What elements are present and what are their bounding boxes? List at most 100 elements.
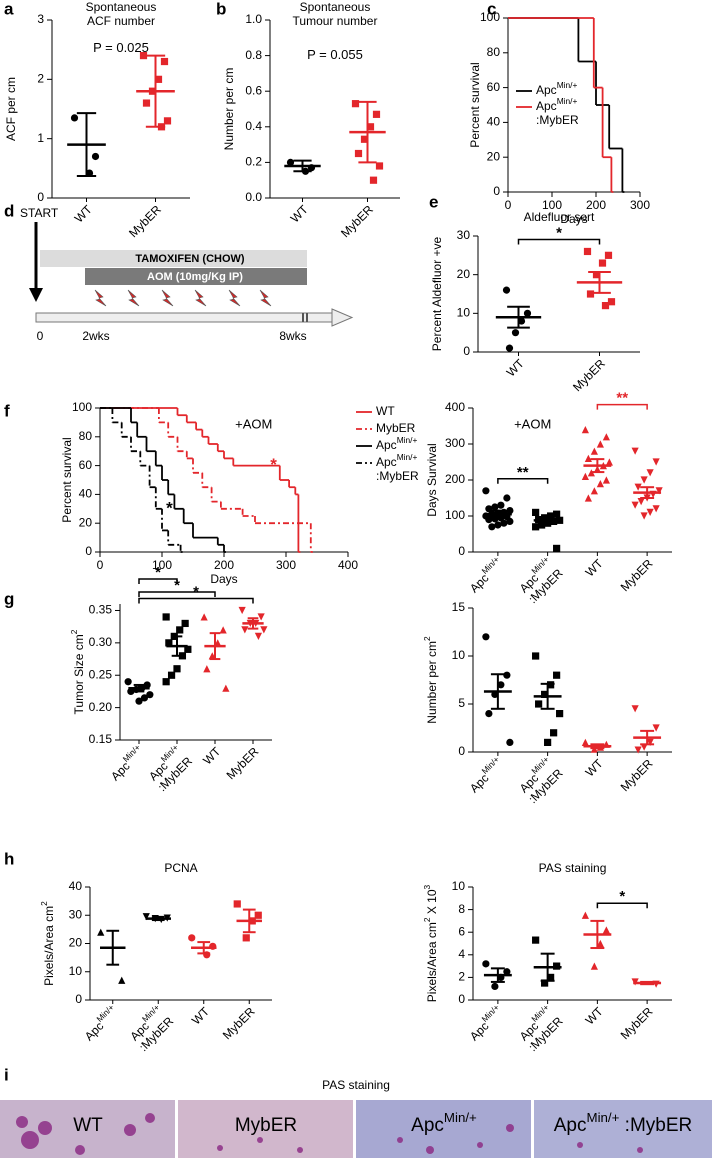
y-tick-label: 1.0: [245, 12, 262, 26]
point: [124, 678, 132, 686]
text-part: :MybER: [376, 469, 419, 483]
x-tick-label: WT: [72, 202, 96, 226]
point: [482, 487, 490, 495]
y-tick-label: 0.30: [89, 635, 113, 649]
significance-label: *: [556, 224, 562, 241]
x-tick-label: WT: [189, 1004, 213, 1028]
x-tick-label: ApcMin/+:MybER: [514, 554, 566, 606]
x-tick-label: ApcMin/+:MybER: [514, 754, 566, 806]
point: [238, 606, 246, 615]
x-tick-label: ApcMin/+: [106, 742, 147, 783]
point: [541, 979, 549, 987]
point: [631, 705, 639, 713]
point: [604, 251, 613, 259]
y-tick-label: 40: [79, 487, 93, 501]
panel-letter: c: [487, 0, 496, 18]
point: [366, 123, 375, 131]
point: [631, 447, 639, 455]
point: [485, 516, 493, 524]
point: [592, 271, 601, 279]
annotation: P = 0.055: [307, 47, 363, 62]
point: [503, 968, 511, 976]
text-part: Min/+: [480, 754, 502, 776]
point: [167, 671, 176, 679]
y-tick-label: 4: [458, 947, 465, 961]
y-axis-label: Pixels/Area cm2 X 103: [422, 884, 439, 1002]
point: [596, 480, 604, 488]
point: [140, 694, 149, 702]
y-tick-label: 0: [458, 744, 465, 758]
x-tick-label: MybER: [618, 556, 656, 594]
point: [590, 447, 598, 455]
y-tick-label: 10: [452, 879, 466, 893]
point: [254, 632, 263, 640]
point: [178, 652, 187, 660]
significance-bracket: [596, 403, 648, 410]
image-label: WT: [73, 1115, 103, 1136]
stained-cells: [16, 1113, 643, 1155]
point: [203, 665, 211, 673]
point: [532, 523, 540, 531]
significance-bracket: [497, 478, 549, 484]
point: [547, 973, 555, 981]
significance-bracket: [138, 597, 254, 604]
y-tick-label: 30: [457, 228, 471, 242]
point: [602, 926, 610, 934]
point: [485, 710, 493, 718]
image-label: ApcMin/+ :MybER: [554, 1110, 693, 1136]
y-tick-label: 0.0: [245, 190, 262, 204]
text-part: Aldefluor sort: [524, 210, 595, 224]
legend-label: WT: [376, 404, 395, 418]
text-part: Min/+: [94, 1002, 116, 1024]
significance-bracket: [596, 902, 648, 909]
x-axis-label: Days: [560, 212, 587, 226]
y-tick-label: 2: [458, 970, 465, 984]
point: [254, 911, 262, 919]
point: [602, 476, 610, 484]
text-part: Min/+: [397, 435, 418, 445]
tamoxifen-label: TAMOXIFEN (CHOW): [135, 253, 245, 265]
panel-letter: g: [4, 589, 14, 608]
significance-label: **: [517, 464, 529, 481]
point: [222, 684, 230, 692]
x-tick-label: 300: [276, 558, 296, 572]
y-tick-label: 200: [445, 472, 465, 486]
text-part: Apc: [536, 83, 557, 97]
point: [646, 469, 654, 477]
panel-letter: b: [216, 0, 226, 18]
point: [547, 512, 555, 520]
y-tick-label: 20: [69, 936, 83, 950]
point: [146, 691, 154, 699]
significance-label: *: [619, 888, 625, 905]
point: [491, 982, 499, 991]
point: [260, 626, 268, 634]
text-part: X 10: [425, 889, 439, 917]
y-axis-label: ACF per cm: [4, 77, 18, 141]
point: [652, 505, 660, 513]
y-tick-label: 300: [445, 436, 465, 450]
legend-label: ApcMin/+:MybER: [376, 452, 419, 483]
text-part: Spontaneous: [86, 0, 157, 14]
x-tick-label: WT: [200, 744, 224, 768]
x-tick-label: WT: [288, 202, 312, 226]
panel-letter: a: [4, 0, 14, 18]
point: [602, 433, 610, 441]
x-tick-label: MybER: [618, 1004, 656, 1042]
y-axis-label: Number per cm2: [422, 636, 439, 724]
point: [532, 652, 540, 660]
start-arrow-head: [29, 288, 43, 302]
image-panel: i PAS staining: [0, 1065, 712, 1158]
legend-label: ApcMin/+: [376, 435, 418, 452]
point: [372, 110, 381, 118]
point: [488, 523, 496, 531]
point: [646, 508, 654, 516]
point: [640, 743, 648, 751]
text-part: PAS staining: [539, 861, 607, 875]
x-tick-label: ApcMin/+: [465, 1002, 506, 1043]
point: [631, 501, 639, 509]
y-tick-label: 20: [487, 149, 501, 163]
text-part: 2: [39, 901, 49, 906]
point: [97, 928, 105, 936]
timeline-label: 0: [37, 329, 44, 343]
x-tick-label: MybER: [338, 202, 376, 240]
